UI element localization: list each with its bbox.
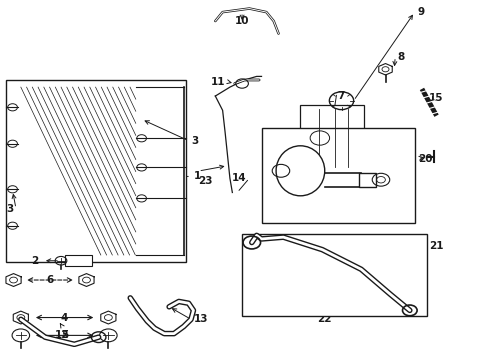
Text: 12: 12: [55, 330, 69, 340]
Text: 16: 16: [268, 139, 283, 149]
Text: 22: 22: [317, 314, 331, 324]
Text: 2: 2: [31, 256, 38, 266]
Bar: [261, 128, 414, 223]
Bar: [300, 105, 363, 171]
Text: 17: 17: [339, 150, 353, 159]
Text: 4: 4: [61, 312, 68, 323]
Text: 18: 18: [366, 152, 380, 161]
Text: 19: 19: [314, 175, 329, 185]
Text: 3: 3: [191, 136, 198, 146]
Text: 15: 15: [428, 93, 443, 103]
Bar: [358, 172, 375, 187]
Bar: [242, 234, 426, 316]
Text: 20: 20: [418, 154, 432, 163]
Text: 3: 3: [6, 203, 14, 213]
Text: 1: 1: [193, 171, 200, 181]
Polygon shape: [378, 64, 391, 75]
Text: 23: 23: [198, 176, 212, 186]
Text: 10: 10: [234, 16, 249, 26]
Text: 5: 5: [61, 330, 68, 341]
Ellipse shape: [276, 146, 324, 196]
Text: 7: 7: [336, 91, 344, 101]
Text: 13: 13: [193, 314, 207, 324]
Bar: [65, 255, 91, 266]
Text: 21: 21: [428, 241, 443, 251]
Text: 6: 6: [46, 275, 54, 285]
Bar: [6, 80, 186, 262]
Text: 9: 9: [416, 7, 424, 17]
Text: 8: 8: [397, 52, 404, 62]
Text: 11: 11: [210, 77, 224, 87]
Text: 14: 14: [232, 173, 246, 183]
